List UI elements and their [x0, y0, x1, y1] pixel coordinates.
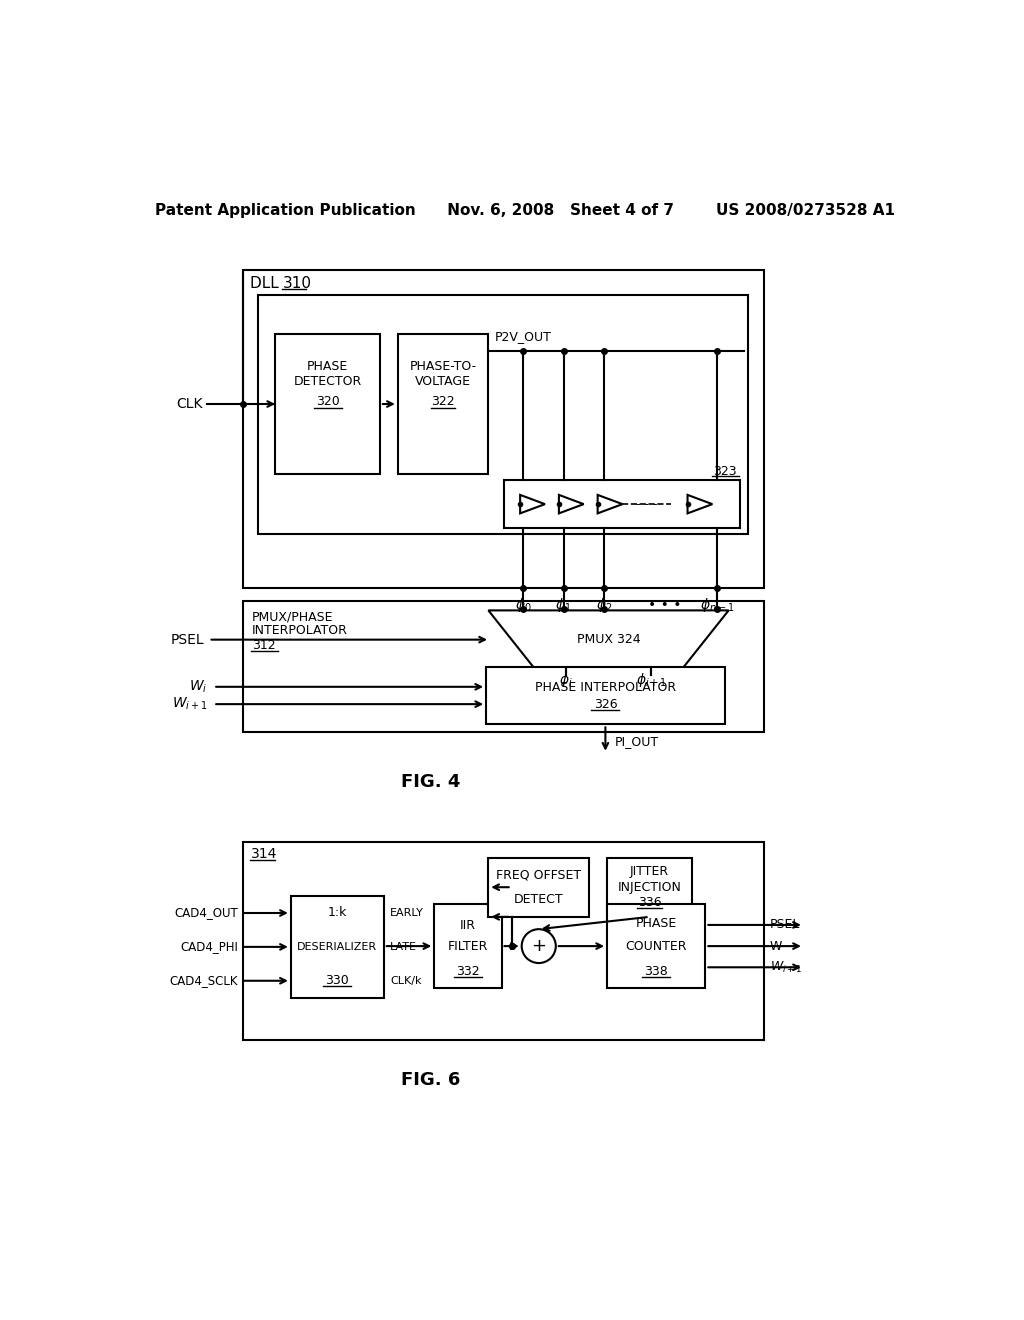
Bar: [243, 601, 764, 733]
Text: PHASE INTERPOLATOR: PHASE INTERPOLATOR: [535, 681, 676, 694]
Text: CAD4_PHI: CAD4_PHI: [180, 940, 238, 953]
Text: 336: 336: [638, 896, 662, 909]
Text: CLK/k: CLK/k: [390, 975, 422, 986]
Text: 332: 332: [456, 965, 479, 978]
Text: DLL: DLL: [251, 276, 284, 292]
Text: $\phi_2$: $\phi_2$: [596, 597, 612, 614]
Text: W: W: [770, 940, 782, 953]
Text: 314: 314: [251, 847, 276, 862]
Text: DESERIALIZER: DESERIALIZER: [297, 942, 377, 952]
Text: EARLY: EARLY: [390, 908, 424, 917]
Text: $\phi_{n-1}$: $\phi_{n-1}$: [699, 597, 734, 614]
Text: 338: 338: [644, 965, 668, 978]
Bar: [434, 904, 502, 989]
Text: DETECTOR: DETECTOR: [294, 375, 361, 388]
Text: 312: 312: [252, 639, 275, 652]
Text: $\phi_{i+1}$: $\phi_{i+1}$: [636, 672, 667, 689]
Bar: [243, 842, 764, 1040]
Text: DETECT: DETECT: [514, 894, 563, 907]
Text: PI_OUT: PI_OUT: [614, 735, 658, 748]
Text: 326: 326: [594, 698, 617, 711]
Text: IIR: IIR: [460, 919, 476, 932]
Text: PSEL: PSEL: [770, 919, 800, 932]
Text: PHASE: PHASE: [307, 360, 348, 372]
Text: COUNTER: COUNTER: [626, 940, 687, 953]
Bar: [486, 667, 725, 725]
Text: P2V_OUT: P2V_OUT: [495, 330, 552, 343]
Text: $W_{i+1}$: $W_{i+1}$: [172, 696, 208, 713]
Bar: [397, 334, 488, 474]
Text: 320: 320: [315, 395, 339, 408]
Text: INJECTION: INJECTION: [617, 880, 682, 894]
Text: PMUX/PHASE: PMUX/PHASE: [252, 610, 334, 623]
Text: FIG. 6: FIG. 6: [400, 1071, 460, 1089]
Text: JITTER: JITTER: [630, 865, 669, 878]
Text: $\phi_1$: $\phi_1$: [555, 597, 571, 614]
Text: CLK: CLK: [176, 397, 203, 411]
Text: 1:k: 1:k: [328, 907, 347, 920]
Bar: [258, 296, 748, 535]
Text: FILTER: FILTER: [447, 940, 488, 953]
Text: PMUX 324: PMUX 324: [577, 634, 640, 647]
Text: FREQ OFFSET: FREQ OFFSET: [497, 869, 582, 880]
Text: +: +: [531, 937, 546, 956]
Text: • • •: • • •: [647, 598, 681, 612]
Text: LATE: LATE: [390, 942, 417, 952]
Text: CAD4_SCLK: CAD4_SCLK: [170, 974, 238, 987]
Text: Patent Application Publication      Nov. 6, 2008   Sheet 4 of 7        US 2008/0: Patent Application Publication Nov. 6, 2…: [155, 203, 895, 218]
Text: VOLTAGE: VOLTAGE: [415, 375, 471, 388]
Bar: [607, 858, 692, 917]
Bar: [488, 858, 589, 917]
Text: PHASE-TO-: PHASE-TO-: [410, 360, 476, 372]
Text: $\phi_0$: $\phi_0$: [515, 597, 531, 614]
Bar: [607, 904, 706, 989]
Text: PHASE: PHASE: [636, 916, 677, 929]
Text: PSEL: PSEL: [170, 632, 204, 647]
Text: INTERPOLATOR: INTERPOLATOR: [252, 624, 348, 638]
Bar: [275, 334, 380, 474]
Text: $W_{i+1}$: $W_{i+1}$: [770, 960, 802, 975]
Text: CAD4_OUT: CAD4_OUT: [174, 907, 238, 920]
Bar: [291, 896, 384, 998]
Text: $\phi_i$: $\phi_i$: [559, 672, 572, 689]
Bar: [243, 271, 764, 589]
Text: 310: 310: [283, 276, 312, 292]
Bar: [504, 480, 740, 528]
Text: $W_i$: $W_i$: [189, 678, 208, 696]
Text: 330: 330: [326, 974, 349, 987]
Text: 323: 323: [713, 465, 736, 478]
Text: FIG. 4: FIG. 4: [400, 774, 460, 791]
Text: - - -: - - -: [637, 498, 658, 511]
Text: 322: 322: [431, 395, 455, 408]
